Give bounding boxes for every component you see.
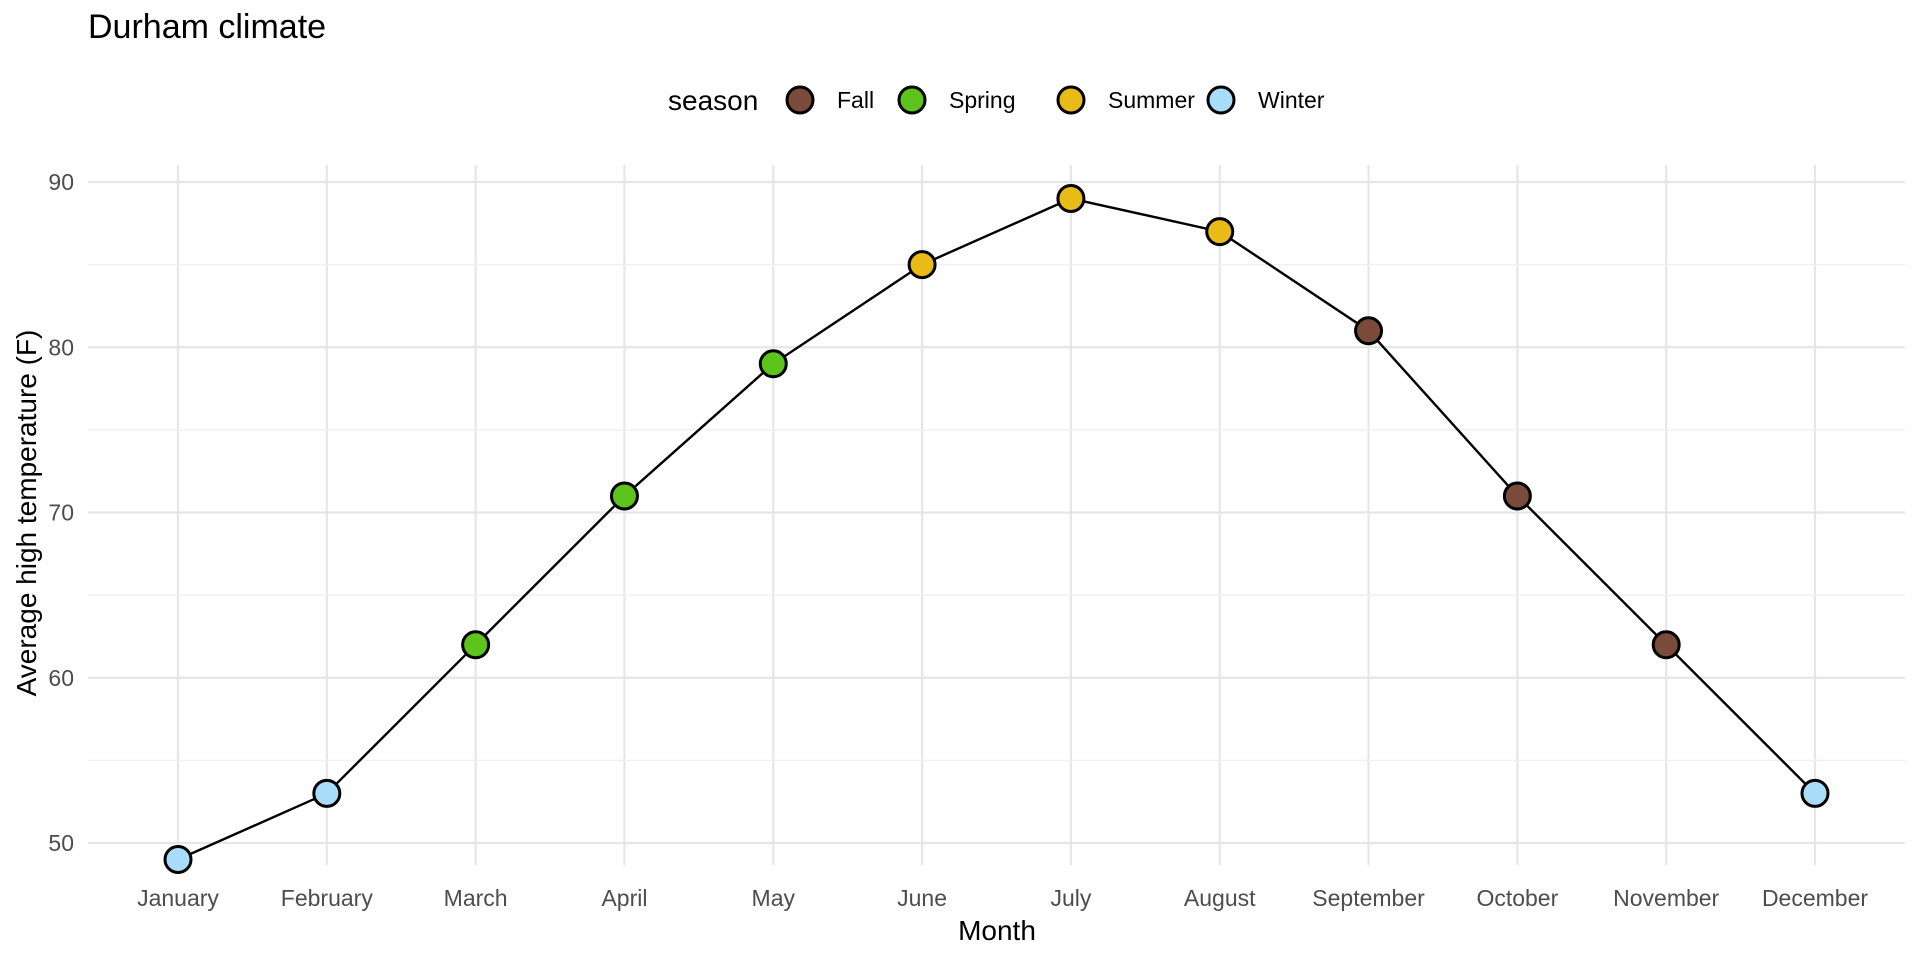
y-tick-label: 70 <box>48 500 74 526</box>
x-axis-ticks: January February March April May June July Augu… <box>137 885 1868 911</box>
data-point-august <box>1205 217 1235 247</box>
legend-key-spring <box>897 85 927 115</box>
y-tick-label: 60 <box>48 665 74 691</box>
y-tick-label: 90 <box>48 169 74 195</box>
series-line <box>177 197 1816 861</box>
x-tick-label: July <box>1050 885 1091 911</box>
series-line-group <box>177 197 1816 861</box>
y-axis-ticks: 50 60 70 80 90 <box>48 169 74 856</box>
data-point-october <box>1502 481 1532 511</box>
legend-key-fall <box>785 85 815 115</box>
chart-title: Durham climate <box>88 8 327 46</box>
legend: season Fall Spring Summer Winter <box>668 85 1325 116</box>
x-tick-label: June <box>897 885 947 911</box>
x-tick-label: April <box>601 885 647 911</box>
data-point-january <box>163 845 193 875</box>
data-point-april <box>609 481 639 511</box>
legend-title: season <box>668 85 758 116</box>
legend-key-winter <box>1206 85 1236 115</box>
y-axis-title: Average high temperature (F) <box>11 330 42 697</box>
y-tick-label: 80 <box>48 334 74 360</box>
data-point-november <box>1651 630 1681 660</box>
grid-lines <box>88 165 1905 865</box>
x-tick-label: May <box>752 885 796 911</box>
legend-label-fall: Fall <box>837 87 874 113</box>
y-tick-label: 50 <box>48 830 74 856</box>
x-tick-label: October <box>1476 885 1558 911</box>
legend-label-spring: Spring <box>949 87 1015 113</box>
legend-label-summer: Summer <box>1108 87 1195 113</box>
data-point-may <box>758 349 788 379</box>
data-point-february <box>312 778 342 808</box>
x-tick-label: December <box>1762 885 1868 911</box>
x-tick-label: February <box>281 885 374 911</box>
x-tick-label: November <box>1613 885 1719 911</box>
data-point-september <box>1354 316 1384 346</box>
legend-label-winter: Winter <box>1258 87 1325 113</box>
data-point-december <box>1800 778 1830 808</box>
x-tick-label: March <box>444 885 508 911</box>
x-tick-label: January <box>137 885 219 911</box>
data-point-july <box>1056 184 1086 214</box>
data-point-june <box>907 250 937 280</box>
legend-key-summer <box>1056 85 1086 115</box>
data-point-march <box>461 630 491 660</box>
x-tick-label: September <box>1312 885 1425 911</box>
x-tick-label: August <box>1184 885 1256 911</box>
x-axis-title: Month <box>958 915 1036 946</box>
data-points <box>163 184 1830 875</box>
